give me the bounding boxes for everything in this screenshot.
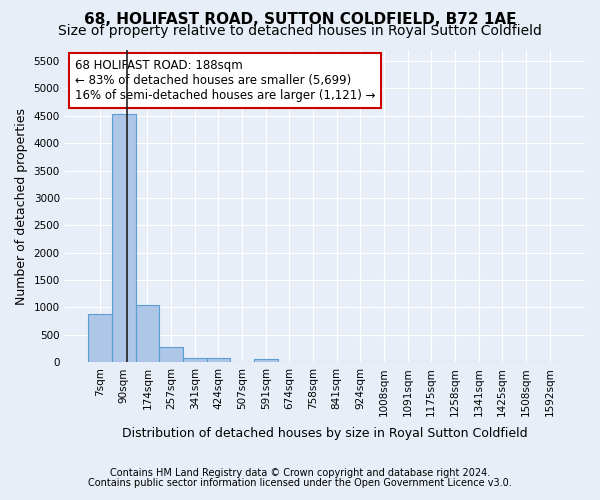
Bar <box>159 348 183 362</box>
Text: Contains HM Land Registry data © Crown copyright and database right 2024.: Contains HM Land Registry data © Crown c… <box>110 468 490 477</box>
Bar <box>206 358 230 362</box>
Bar <box>136 305 159 362</box>
Text: 68 HOLIFAST ROAD: 188sqm
← 83% of detached houses are smaller (5,699)
16% of sem: 68 HOLIFAST ROAD: 188sqm ← 83% of detach… <box>75 60 376 102</box>
Bar <box>112 114 136 362</box>
Text: Size of property relative to detached houses in Royal Sutton Coldfield: Size of property relative to detached ho… <box>58 24 542 38</box>
Text: 68, HOLIFAST ROAD, SUTTON COLDFIELD, B72 1AE: 68, HOLIFAST ROAD, SUTTON COLDFIELD, B72… <box>84 12 516 28</box>
Bar <box>183 358 206 362</box>
Text: Contains public sector information licensed under the Open Government Licence v3: Contains public sector information licen… <box>88 478 512 488</box>
Y-axis label: Number of detached properties: Number of detached properties <box>15 108 28 304</box>
Bar <box>88 314 112 362</box>
X-axis label: Distribution of detached houses by size in Royal Sutton Coldfield: Distribution of detached houses by size … <box>122 427 527 440</box>
Bar <box>254 360 278 362</box>
